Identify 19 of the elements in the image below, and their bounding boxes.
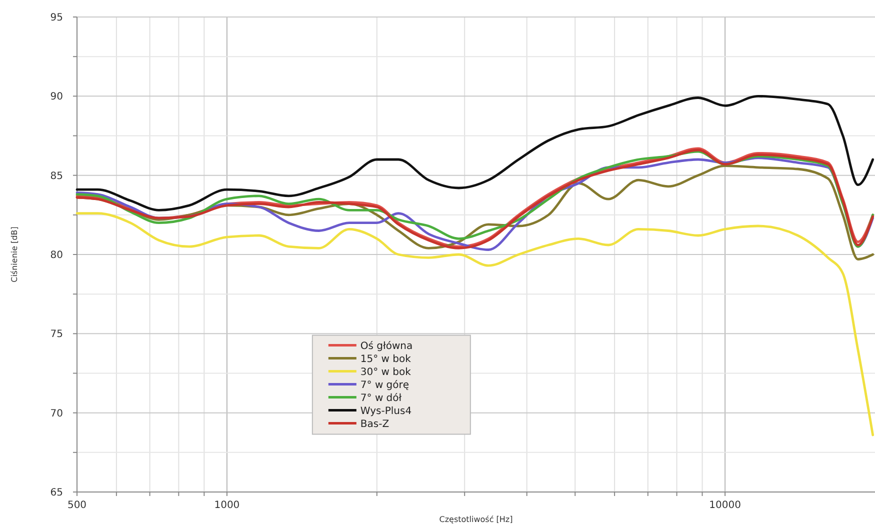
legend-label: 30° w bok (360, 366, 412, 378)
x-axis-title: Częstotliwość [Hz] (439, 515, 513, 524)
legend-label: 7° w dół (360, 392, 402, 404)
y-tick-label: 80 (50, 250, 63, 261)
x-tick-label: 500 (67, 500, 87, 511)
y-axis-title: Ciśnienie [dB] (10, 226, 19, 282)
legend-label: Bas-Z (360, 418, 390, 430)
y-tick-label: 75 (50, 329, 63, 340)
legend-label: 7° w górę (360, 380, 410, 391)
y-tick-label: 85 (50, 170, 63, 182)
y-tick-label: 90 (50, 92, 63, 103)
x-tick-label: 10000 (709, 500, 741, 511)
y-tick-label: 70 (50, 408, 63, 420)
legend-label: Wys-Plus4 (360, 406, 412, 417)
y-tick-label: 95 (50, 12, 63, 24)
legend-label: Oś główna (360, 340, 413, 352)
y-tick-label: 65 (50, 488, 63, 498)
legend-label: 15° w bok (360, 354, 412, 365)
x-tick-label: 1000 (214, 500, 240, 511)
